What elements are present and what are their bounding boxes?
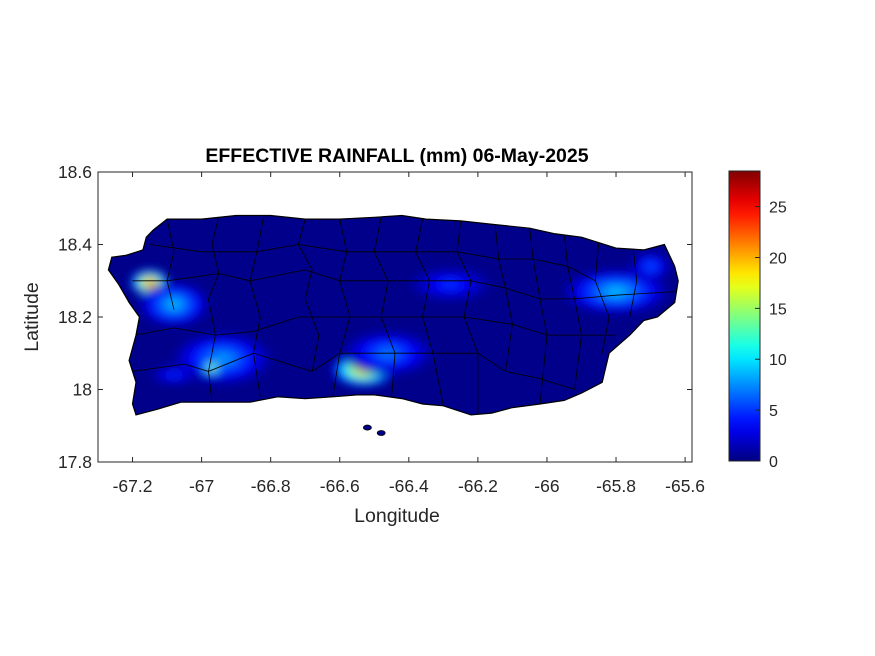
rain-cell-1-level-5 — [168, 300, 180, 308]
y-axis-ticks: 17.8 18 18.2 18.4 18.6 — [58, 162, 692, 472]
colorbar-tick-label: 20 — [769, 250, 787, 267]
y-tick-label: 18.4 — [58, 235, 92, 255]
islet-0 — [362, 424, 372, 431]
colorbar-tick-label: 15 — [769, 301, 787, 318]
y-tick-label: 18 — [73, 380, 92, 400]
x-tick-label: -66.6 — [320, 476, 360, 496]
municipality-borders — [132, 215, 675, 415]
municipality-border-5 — [373, 217, 396, 399]
rain-cell-2-level-5 — [214, 354, 231, 363]
colorbar-tick-label: 25 — [769, 200, 787, 217]
colorbar-tick-label: 0 — [769, 454, 778, 471]
y-axis-label: Latitude — [21, 282, 43, 351]
x-tick-label: -66.8 — [251, 476, 291, 496]
island-rainfall-field — [107, 214, 679, 436]
municipality-border-6 — [415, 219, 444, 406]
rain-cell-3-level-5 — [209, 366, 214, 369]
x-tick-label: -66.2 — [458, 476, 498, 496]
y-tick-label: 18.2 — [58, 307, 92, 327]
x-tick-label: -65.8 — [596, 476, 636, 496]
x-tick-label: -67 — [189, 476, 214, 496]
municipality-border-3 — [297, 218, 320, 372]
x-tick-label: -66 — [534, 476, 559, 496]
colorbar-gradient — [728, 170, 761, 462]
coastline — [107, 214, 679, 416]
colorbar-tick-label: 10 — [769, 352, 787, 369]
municipality-border-13 — [132, 269, 675, 300]
municipality-border-2 — [249, 215, 265, 397]
rain-cell-4-level-5 — [169, 373, 179, 377]
rain-cell-9-level-5 — [647, 263, 655, 269]
municipality-border-4 — [332, 219, 351, 397]
municipality-border-12 — [629, 249, 638, 318]
municipality-border-7 — [456, 220, 479, 415]
colorbar-tick-label: 5 — [769, 403, 778, 420]
x-tick-label: -66.4 — [389, 476, 429, 496]
colorbar-ticks: 0 5 10 15 20 25 — [755, 200, 787, 471]
x-tick-label: -67.2 — [113, 476, 153, 496]
municipality-border-0 — [166, 219, 175, 310]
map-plot-area: -67.2 -67 -66.8 -66.6 -66.4 -66.2 -66 -65.8 -65.… — [58, 162, 705, 496]
x-axis-label: Longitude — [354, 505, 440, 527]
rain-cell-8-level-5 — [607, 288, 625, 296]
colorbar: 0 5 10 15 20 25 — [728, 170, 787, 471]
municipality-border-15 — [132, 352, 575, 390]
x-axis-ticks: -67.2 -67 -66.8 -66.6 -66.4 -66.2 -66 -65.8 -65.… — [113, 172, 705, 496]
rain-cell-0-level-5 — [146, 280, 153, 285]
y-tick-label: 18.6 — [58, 162, 92, 182]
y-tick-label: 17.8 — [58, 452, 92, 472]
municipality-border-16 — [149, 244, 596, 282]
chart-title: EFFECTIVE RAINFALL (mm) 06-May-2025 — [205, 145, 588, 167]
municipality-border-14 — [135, 316, 616, 336]
rain-cell-7-level-5 — [443, 281, 458, 288]
x-tick-label: -65.6 — [665, 476, 705, 496]
islet-1 — [376, 430, 386, 436]
